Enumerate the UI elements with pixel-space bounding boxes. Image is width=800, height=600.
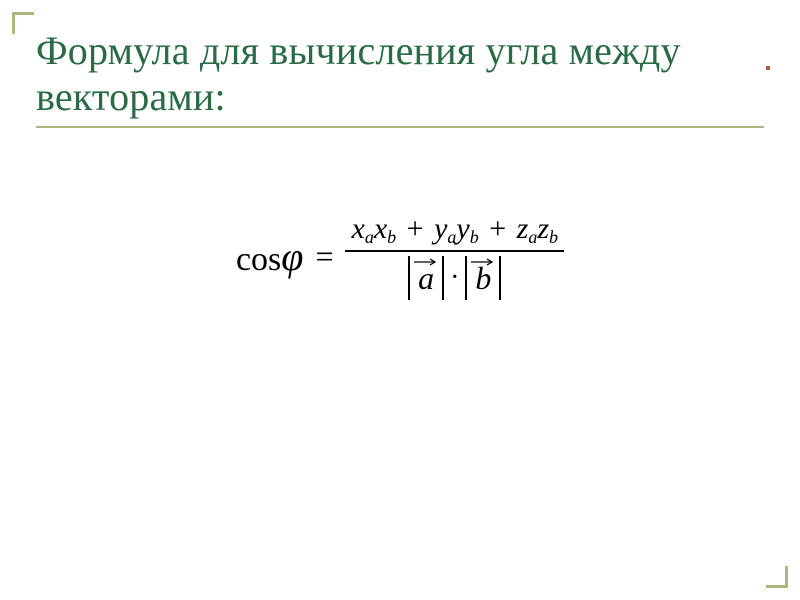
term-xb: xb bbox=[374, 212, 396, 245]
angle-symbol: φ bbox=[281, 234, 303, 279]
vector-b: b bbox=[473, 260, 493, 297]
slide: Формула для вычисления угла между вектор… bbox=[0, 0, 800, 600]
vector-arrow-icon bbox=[414, 258, 438, 266]
abs-bar bbox=[465, 256, 467, 300]
abs-bar bbox=[442, 256, 444, 300]
term-zb: zb bbox=[537, 212, 558, 245]
accent-dot bbox=[766, 66, 770, 70]
plus-2: + bbox=[486, 212, 509, 245]
slide-title: Формула для вычисления угла между вектор… bbox=[36, 28, 764, 120]
fraction: xaxb + yayb + zazb a · bbox=[345, 210, 564, 302]
formula-container: cosφ = xaxb + yayb + zazb a bbox=[0, 210, 800, 302]
equals-sign: = bbox=[311, 238, 337, 275]
cos-label: cos bbox=[236, 241, 281, 278]
vector-a: a bbox=[416, 260, 436, 297]
denominator: a · b bbox=[402, 252, 507, 302]
dot-operator: · bbox=[450, 262, 459, 294]
term-yb: yb bbox=[456, 212, 478, 245]
plus-1: + bbox=[404, 212, 427, 245]
abs-bar bbox=[499, 256, 501, 300]
corner-decor-top-left bbox=[12, 12, 34, 34]
term-ya: ya bbox=[434, 212, 456, 245]
term-za: za bbox=[517, 212, 538, 245]
abs-bar bbox=[408, 256, 410, 300]
vector-arrow-icon bbox=[471, 258, 495, 266]
term-xa: xa bbox=[351, 212, 373, 245]
formula-lhs: cosφ bbox=[236, 233, 303, 280]
corner-decor-bottom-right bbox=[766, 566, 788, 588]
title-underline bbox=[36, 126, 764, 128]
numerator: xaxb + yayb + zazb bbox=[345, 210, 564, 250]
cosine-formula: cosφ = xaxb + yayb + zazb a bbox=[236, 210, 564, 302]
